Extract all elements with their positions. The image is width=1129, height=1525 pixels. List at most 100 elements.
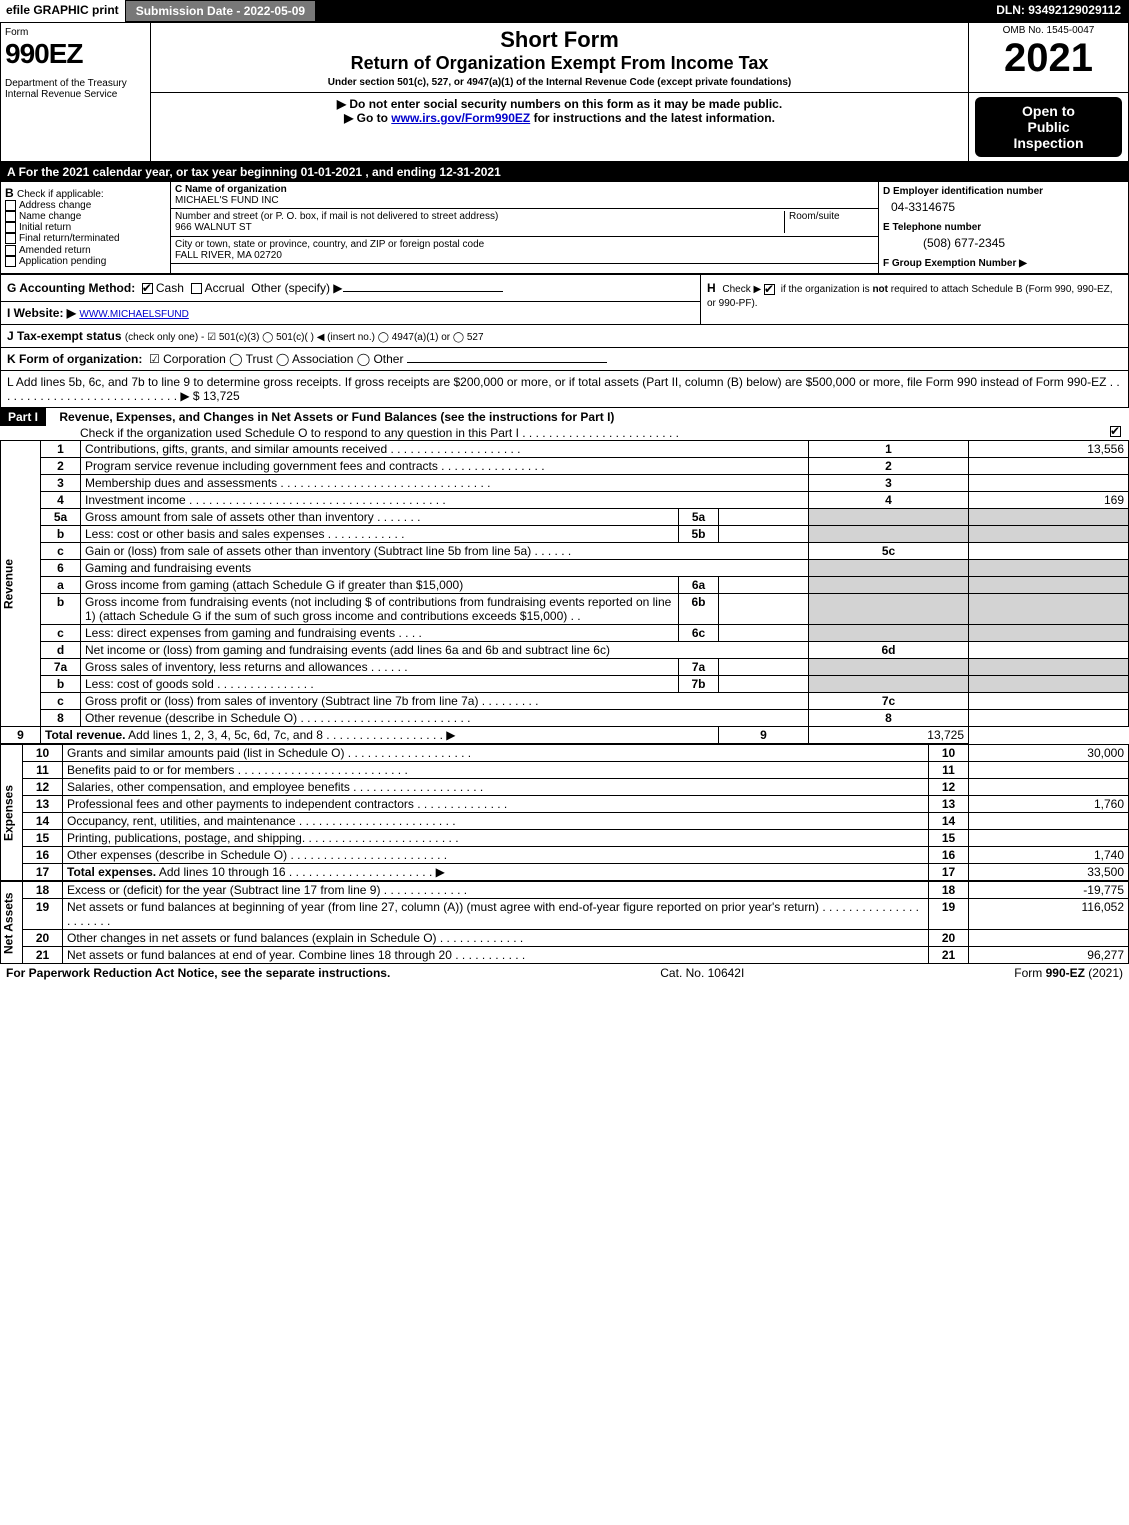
- line-number: 1: [41, 441, 81, 458]
- line-text: Other revenue (describe in Schedule O) .…: [81, 710, 809, 727]
- grey-amount: [969, 560, 1129, 577]
- part1-label: Part I: [0, 408, 46, 426]
- line-text: Gross profit or (loss) from sales of inv…: [81, 693, 809, 710]
- city-value: FALL RIVER, MA 02720: [175, 250, 874, 261]
- sub-line-number: 7a: [679, 659, 719, 676]
- sub-line-number: 7b: [679, 676, 719, 693]
- line-number: 13: [23, 796, 63, 813]
- line-row: 6Gaming and fundraising events: [1, 560, 1129, 577]
- right-line-number: 2: [809, 458, 969, 475]
- grey-amount: [969, 526, 1129, 543]
- line-text: Less: cost of goods sold . . . . . . . .…: [81, 676, 679, 693]
- line-row: 10Grants and similar amounts paid (list …: [1, 745, 1129, 762]
- line-text: Excess or (deficit) for the year (Subtra…: [63, 882, 929, 899]
- line-number: 19: [23, 899, 63, 930]
- expenses-table: Expenses 10Grants and similar amounts pa…: [0, 744, 1129, 881]
- grey-num: [809, 625, 969, 642]
- line-number: 8: [41, 710, 81, 727]
- irs-link[interactable]: www.irs.gov/Form990EZ: [391, 111, 530, 125]
- part1-header: Part I Revenue, Expenses, and Changes in…: [0, 408, 1129, 440]
- right-line-number: 10: [929, 745, 969, 762]
- amount-value: 116,052: [969, 899, 1129, 930]
- amount-value: [969, 930, 1129, 947]
- line-text: Net assets or fund balances at end of ye…: [63, 947, 929, 964]
- website-link[interactable]: WWW.MICHAELSFUND: [79, 309, 188, 320]
- line-row: 13Professional fees and other payments t…: [1, 796, 1129, 813]
- schedule-o-checkbox[interactable]: [1110, 426, 1121, 437]
- b-checkbox[interactable]: [5, 245, 16, 256]
- sub-line-number: 5b: [679, 526, 719, 543]
- sub-value: [719, 659, 809, 676]
- h-text: Check ▶ if the organization is not requi…: [707, 284, 1113, 309]
- tax-year: 2021: [973, 36, 1124, 81]
- line-number: 7a: [41, 659, 81, 676]
- line-row: 21Net assets or fund balances at end of …: [1, 947, 1129, 964]
- line-number: 17: [23, 864, 63, 881]
- sub-value: [719, 676, 809, 693]
- expenses-side-label: Expenses: [1, 745, 23, 881]
- right-line-number: 1: [809, 441, 969, 458]
- h-checkbox[interactable]: [764, 284, 775, 295]
- amount-value: [969, 762, 1129, 779]
- sub-line-number: 5a: [679, 509, 719, 526]
- cash-checkbox[interactable]: [142, 283, 153, 294]
- line-number: c: [41, 693, 81, 710]
- line-row: bLess: cost or other basis and sales exp…: [1, 526, 1129, 543]
- line-row: cGross profit or (loss) from sales of in…: [1, 693, 1129, 710]
- b-checkbox[interactable]: [5, 256, 16, 267]
- amount-value: [969, 642, 1129, 659]
- line-text: Total revenue. Add lines 1, 2, 3, 4, 5c,…: [41, 727, 719, 744]
- line-number: 9: [1, 727, 41, 744]
- b-checkbox[interactable]: [5, 233, 16, 244]
- line-text: Grants and similar amounts paid (list in…: [63, 745, 929, 762]
- revenue-side-label: Revenue: [1, 441, 41, 727]
- h-label: H: [707, 281, 716, 295]
- footer-left: For Paperwork Reduction Act Notice, see …: [6, 966, 390, 980]
- line-text: Investment income . . . . . . . . . . . …: [81, 492, 809, 509]
- sub-value: [719, 594, 809, 625]
- grey-amount: [969, 625, 1129, 642]
- b-checkbox[interactable]: [5, 211, 16, 222]
- b-checkbox[interactable]: [5, 200, 16, 211]
- c-label: C Name of organization: [175, 184, 874, 195]
- line-number: 5a: [41, 509, 81, 526]
- line-row: 18Excess or (deficit) for the year (Subt…: [1, 882, 1129, 899]
- line-number: b: [41, 594, 81, 625]
- grey-num: [809, 659, 969, 676]
- line-number: 11: [23, 762, 63, 779]
- b-option: Application pending: [5, 256, 166, 267]
- grey-num: [809, 526, 969, 543]
- line-text: Printing, publications, postage, and shi…: [63, 830, 929, 847]
- right-line-number: 15: [929, 830, 969, 847]
- amount-value: [969, 830, 1129, 847]
- grey-num: [809, 594, 969, 625]
- footer-right: Form 990-EZ (2021): [1014, 966, 1123, 980]
- line-text: Benefits paid to or for members . . . . …: [63, 762, 929, 779]
- line-text: Less: cost or other basis and sales expe…: [81, 526, 679, 543]
- line-row: 7aGross sales of inventory, less returns…: [1, 659, 1129, 676]
- line-number: c: [41, 543, 81, 560]
- line-number: 18: [23, 882, 63, 899]
- i-label: I Website: ▶: [7, 306, 76, 320]
- line-text: Gross amount from sale of assets other t…: [81, 509, 679, 526]
- b-option: Final return/terminated: [5, 233, 166, 244]
- amount-value: -19,775: [969, 882, 1129, 899]
- amount-value: [969, 813, 1129, 830]
- accrual-checkbox[interactable]: [191, 283, 202, 294]
- b-checkbox[interactable]: [5, 222, 16, 233]
- line-number: 2: [41, 458, 81, 475]
- part1-title: Revenue, Expenses, and Changes in Net As…: [49, 410, 614, 424]
- right-line-number: 18: [929, 882, 969, 899]
- sub-value: [719, 577, 809, 594]
- right-line-number: 3: [809, 475, 969, 492]
- grey-amount: [969, 577, 1129, 594]
- g-label: G Accounting Method:: [7, 281, 135, 295]
- netassets-table: Net Assets 18Excess or (deficit) for the…: [0, 881, 1129, 964]
- line-number: a: [41, 577, 81, 594]
- amount-value: [969, 693, 1129, 710]
- right-line-number: 16: [929, 847, 969, 864]
- part1-checkline: Check if the organization used Schedule …: [0, 426, 1129, 440]
- amount-value: 30,000: [969, 745, 1129, 762]
- grey-amount: [969, 594, 1129, 625]
- sub-line-number: 6a: [679, 577, 719, 594]
